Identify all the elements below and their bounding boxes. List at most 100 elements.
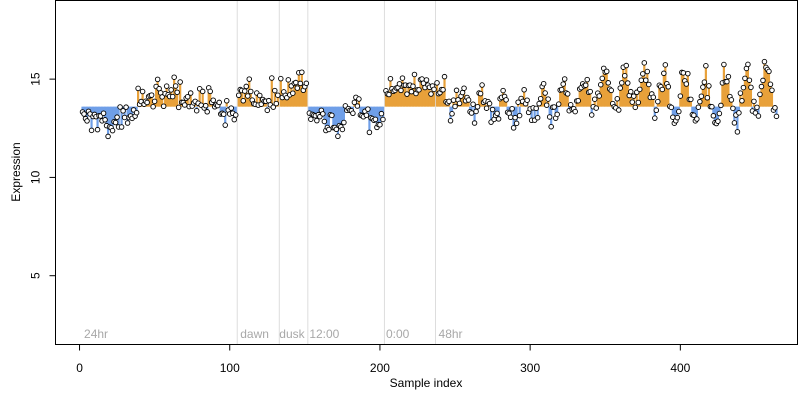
data-point: [246, 76, 253, 82]
data-point: [351, 99, 358, 106]
data-point: [558, 86, 565, 93]
data-point: [605, 80, 611, 86]
data-point: [154, 76, 161, 83]
data-point: [159, 94, 165, 100]
data-point: [638, 77, 645, 83]
data-point: [548, 123, 554, 130]
data-point: [564, 91, 571, 97]
data-point: [629, 99, 636, 105]
data-point: [245, 93, 251, 99]
data-point: [175, 104, 182, 111]
data-point: [697, 98, 703, 105]
data-point: [314, 117, 320, 124]
data-point: [619, 80, 625, 86]
data-point: [378, 110, 385, 117]
data-point: [477, 90, 484, 97]
data-point: [232, 112, 239, 118]
data-point: [582, 82, 589, 88]
data-point: [228, 105, 234, 111]
data-point: [745, 61, 751, 68]
data-point: [769, 87, 775, 94]
data-point: [235, 92, 242, 99]
data-point: [297, 80, 304, 87]
x-tick-label: 0: [76, 361, 83, 375]
data-point: [545, 96, 551, 102]
data-point: [623, 62, 630, 69]
data-point: [513, 120, 520, 127]
data-point: [354, 103, 361, 109]
data-point: [320, 111, 326, 117]
data-point: [584, 76, 590, 83]
y-axis: 5 10 15: [29, 72, 56, 279]
data-point: [372, 116, 379, 123]
data-point: [339, 126, 346, 133]
data-point: [387, 75, 394, 82]
data-point: [399, 75, 406, 81]
data-point: [321, 118, 328, 125]
data-point: [163, 83, 170, 89]
data-point: [701, 79, 708, 85]
data-point: [748, 84, 754, 91]
data-point: [366, 129, 373, 136]
data-point: [461, 85, 467, 91]
data-point: [710, 113, 717, 119]
data-point: [536, 100, 542, 107]
data-point: [181, 102, 188, 108]
data-point: [474, 103, 481, 110]
data-point: [500, 87, 506, 94]
data-point: [363, 112, 370, 118]
data-point: [326, 126, 332, 133]
data-point: [572, 108, 578, 115]
data-point: [507, 114, 514, 121]
data-point: [308, 116, 314, 122]
data-point: [453, 87, 460, 94]
data-point: [542, 90, 548, 96]
data-point: [398, 87, 404, 94]
data-point: [479, 82, 485, 88]
data-point: [758, 83, 765, 90]
data-point: [257, 92, 263, 99]
data-point: [661, 70, 667, 77]
data-point: [264, 107, 271, 114]
data-point: [718, 102, 724, 109]
data-point: [503, 97, 509, 103]
data-point: [440, 87, 446, 93]
data-point: [746, 77, 753, 83]
data-point: [231, 116, 237, 123]
data-point: [341, 119, 347, 126]
data-point: [118, 124, 125, 130]
data-point: [207, 88, 213, 95]
data-point: [591, 96, 598, 102]
data-point: [84, 118, 90, 124]
data-point: [665, 83, 672, 90]
data-point: [588, 112, 595, 118]
data-point: [273, 100, 280, 107]
data-point: [117, 104, 123, 110]
data-point: [193, 107, 200, 114]
data-point: [411, 71, 418, 78]
x-tick-label: 400: [670, 361, 690, 375]
data-point: [495, 116, 502, 122]
data-point: [543, 102, 550, 108]
data-point: [139, 88, 146, 95]
data-point: [554, 111, 560, 118]
data-point: [631, 93, 637, 99]
data-point: [674, 114, 681, 121]
data-point: [524, 97, 530, 103]
data-point: [695, 104, 702, 110]
data-point: [641, 60, 648, 66]
data-point: [755, 113, 762, 119]
data-point: [646, 81, 652, 88]
data-point: [102, 117, 108, 123]
data-point: [272, 87, 278, 94]
data-point: [704, 95, 711, 101]
data-point: [575, 97, 581, 104]
data-point: [685, 70, 691, 77]
data-point: [404, 91, 410, 97]
data-point: [773, 113, 780, 120]
data-point: [243, 83, 250, 90]
data-point: [248, 88, 254, 95]
data-point: [169, 93, 176, 100]
data-point: [540, 80, 547, 87]
data-point: [740, 84, 747, 91]
